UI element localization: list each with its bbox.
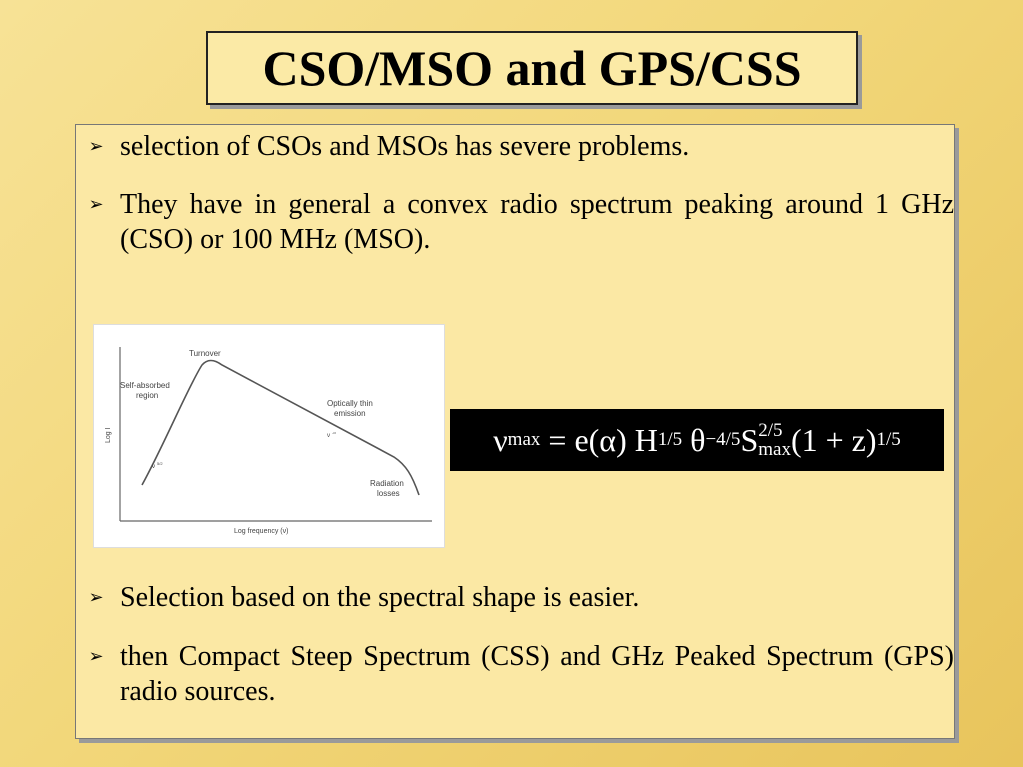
bullet-text: Selection based on the spectral shape is… (120, 582, 640, 613)
one-plus-z-term: (1 + z) (790, 421, 877, 458)
bullet-text: They have in general a convex radio spec… (120, 189, 954, 255)
theta-exponent: −4/5 (705, 429, 741, 450)
max-subscript: max (507, 429, 541, 450)
h-exponent: 1/5 (657, 429, 683, 450)
region-label: region (136, 391, 158, 400)
theta-term: θ (690, 421, 706, 458)
slope-low-exponent: 5/2 (157, 461, 163, 466)
e-alpha-term: e(α) (574, 421, 627, 458)
radiation-label: Radiation (370, 479, 404, 488)
emission-label: emission (334, 409, 366, 418)
losses-label: losses (377, 489, 400, 498)
arrow-right-icon: ➢ (88, 136, 104, 157)
content-panel: ➢ selection of CSOs and MSOs has severe … (75, 124, 955, 739)
x-axis-label: Log frequency (ν) (234, 528, 288, 535)
arrow-right-icon: ➢ (88, 587, 104, 608)
one-plus-z-exponent: 1/5 (876, 429, 901, 450)
arrow-right-icon: ➢ (88, 646, 104, 667)
slope-high-exponent: -α (332, 430, 336, 435)
spectrum-curve (141, 359, 420, 496)
title-box: CSO/MSO and GPS/CSS (206, 31, 858, 105)
turnover-label: Turnover (189, 349, 221, 358)
slope-low-label: ν (152, 464, 155, 470)
bullet-text: selection of CSOs and MSOs has severe pr… (120, 131, 690, 162)
self-absorbed-label: Self-absorbed (120, 381, 170, 390)
arrow-right-icon: ➢ (88, 194, 104, 215)
spectrum-figure: Turnover Self-absorbed region Optically … (93, 324, 445, 548)
equals-sign: = (548, 421, 567, 458)
y-axis-label: Log I (105, 427, 112, 443)
bullet-text: then Compact Steep Spectrum (CSS) and GH… (120, 641, 954, 707)
s-term: S (740, 421, 759, 458)
turnover-frequency-formula: ν max = e(α) H 1/5 θ −4/5 S 2/5 max (1 + z) 1/… (450, 409, 944, 471)
s-subscript: max (758, 439, 791, 460)
spectrum-diagram: Turnover Self-absorbed region Optically … (105, 347, 432, 535)
optically-thin-label: Optically thin (327, 399, 373, 408)
nu-symbol: ν (493, 421, 508, 458)
h-term: H (634, 421, 658, 458)
s-exponent: 2/5 (758, 420, 783, 441)
slide-title: CSO/MSO and GPS/CSS (262, 40, 802, 96)
slope-high-label: ν (327, 433, 330, 439)
